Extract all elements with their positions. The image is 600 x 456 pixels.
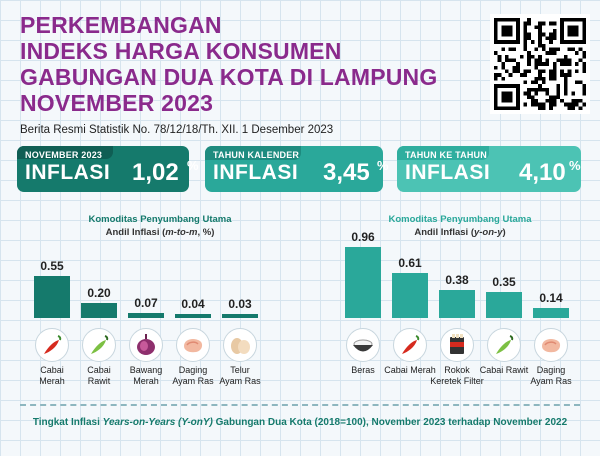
chart-bar [128, 312, 164, 318]
inflation-card-ytd: TAHUN KALENDER INFLASI 3,45 % [205, 146, 389, 192]
category-label: Daging Ayam Ras [521, 365, 581, 387]
category-label-line: Bawang [129, 365, 163, 375]
card-value: 1,02 [132, 159, 179, 186]
chart-bar [222, 314, 258, 318]
chart-right-heading: Komoditas Penyumbang Utama [388, 214, 532, 225]
chart-bar [34, 276, 70, 318]
card-value: 3,45 [323, 159, 370, 186]
card-unit: % [377, 158, 389, 173]
chart-bar [81, 302, 117, 318]
chart-right-sub-prefix: Andil Inflasi ( [414, 227, 474, 238]
category-label-line: Telur [230, 365, 250, 375]
bar-value-label: 0.07 [134, 295, 158, 310]
bar-value-label: 0.20 [87, 285, 111, 300]
inflation-card-monthly: NOVEMBER 2023 INFLASI 1,02 % [17, 146, 199, 192]
category-label-line: Cabai [87, 365, 111, 375]
card-tag-background [17, 146, 113, 159]
category-label-line: Ayam Ras [530, 376, 572, 386]
category-label-line: Cabai Rawit [479, 365, 529, 375]
chicken-meat-icon [176, 328, 210, 362]
category-label-line: Cabai [40, 365, 64, 375]
card-unit: % [569, 158, 581, 173]
card-unit: % [187, 158, 199, 173]
category-label: Beras [333, 365, 393, 376]
footer-italic: Years-on-Years (Y-onY) [102, 417, 213, 428]
title-line-2: INDEKS HARGA KONSUMEN [20, 38, 342, 64]
category-label: Cabai Rawit [474, 365, 534, 376]
qr-code-icon[interactable] [490, 14, 590, 114]
category-label-line: Ayam Ras [172, 376, 214, 386]
category-label-line: Daging [178, 365, 208, 375]
subtitle: Berita Resmi Statistik No. 78/12/18/Th. … [20, 124, 334, 136]
category-label-line: Cabai Merah [384, 365, 436, 375]
category-label-line: Merah [133, 376, 159, 386]
category-label: Rokok Keretek Filter [427, 365, 487, 387]
footer-prefix: Tingkat Inflasi [32, 417, 103, 428]
category-label: Bawang Merah [116, 365, 176, 387]
footer-suffix: Gabungan Dua Kota (2018=100), November 2… [212, 417, 568, 428]
divider [20, 404, 580, 406]
chart-left-sub-suffix: , %) [197, 227, 215, 238]
card-word: INFLASI [213, 161, 299, 184]
card-value: 4,10 [519, 159, 566, 186]
chili-green-icon [487, 328, 521, 362]
category-label-line: Beras [351, 365, 375, 375]
title-line-4: NOVEMBER 2023 [20, 90, 214, 116]
card-tag-background [205, 146, 301, 160]
bar-value-label: 0.38 [445, 272, 469, 287]
card-tag-background [397, 146, 489, 160]
chart-left-title: Komoditas Penyumbang Utama Andil Inflasi… [40, 213, 280, 239]
category-label: Cabai Merah [380, 365, 440, 376]
chart-right-sub-suffix: ) [502, 227, 506, 238]
card-tag: NOVEMBER 2023 [25, 150, 103, 160]
bar-value-label: 0.35 [492, 275, 516, 290]
title-line-1: PERKEMBANGAN [20, 12, 222, 38]
category-label-line: Rawit [87, 376, 111, 386]
card-word: INFLASI [405, 161, 491, 184]
chili-red-icon [35, 328, 69, 362]
inflation-card-yoy: TAHUN KE TAHUN INFLASI 4,10 % [397, 146, 581, 192]
bar-value-label: 0.55 [40, 259, 64, 273]
category-label-line: Daging [536, 365, 566, 375]
chili-red-icon [393, 328, 427, 362]
category-label-line: Merah [39, 376, 65, 386]
chart-left-heading: Komoditas Penyumbang Utama [88, 214, 232, 225]
egg-icon [223, 328, 257, 362]
category-label: Cabai Rawit [69, 365, 129, 387]
card-word: INFLASI [25, 161, 111, 184]
chart-left-sub-prefix: Andil Inflasi ( [105, 227, 166, 238]
page-title: PERKEMBANGAN INDEKS HARGA KONSUMEN GABUN… [20, 12, 480, 116]
chart-right-sub-italic: y-on-y [473, 227, 503, 238]
category-label: Cabai Merah [22, 365, 82, 387]
chili-green-icon [82, 328, 116, 362]
chicken-meat-icon [534, 328, 568, 362]
bar-value-label: 0.04 [181, 297, 205, 311]
title-line-3: GABUNGAN DUA KOTA DI LAMPUNG [20, 64, 438, 90]
category-label-line: Keretek Filter [430, 376, 484, 386]
chart-bar [486, 292, 522, 318]
card-tag: TAHUN KALENDER [213, 150, 300, 160]
cigarette-pack-icon [440, 328, 474, 362]
card-tag: TAHUN KE TAHUN [405, 150, 487, 160]
footer-note: Tingkat Inflasi Years-on-Years (Y-onY) G… [0, 417, 600, 428]
category-label-line: Rokok [444, 365, 470, 375]
bar-value-label: 0.14 [539, 290, 563, 305]
shallot-icon [129, 328, 163, 362]
rice-bowl-icon [346, 328, 380, 362]
category-label: Telur Ayam Ras [210, 365, 270, 387]
chart-bar [392, 272, 428, 318]
bar-value-label: 0.61 [398, 255, 422, 270]
chart-bar [345, 247, 381, 318]
category-label: Daging Ayam Ras [163, 365, 223, 387]
bar-value-label: 0.03 [228, 297, 252, 311]
chart-right-title: Komoditas Penyumbang Utama Andil Inflasi… [340, 213, 580, 239]
bar-value-label: 0.96 [351, 230, 375, 244]
chart-bar [175, 314, 211, 318]
chart-bar [533, 307, 569, 318]
chart-bar [439, 289, 475, 318]
category-label-line: Ayam Ras [219, 376, 261, 386]
chart-left-sub-italic: m-to-m [165, 227, 198, 238]
